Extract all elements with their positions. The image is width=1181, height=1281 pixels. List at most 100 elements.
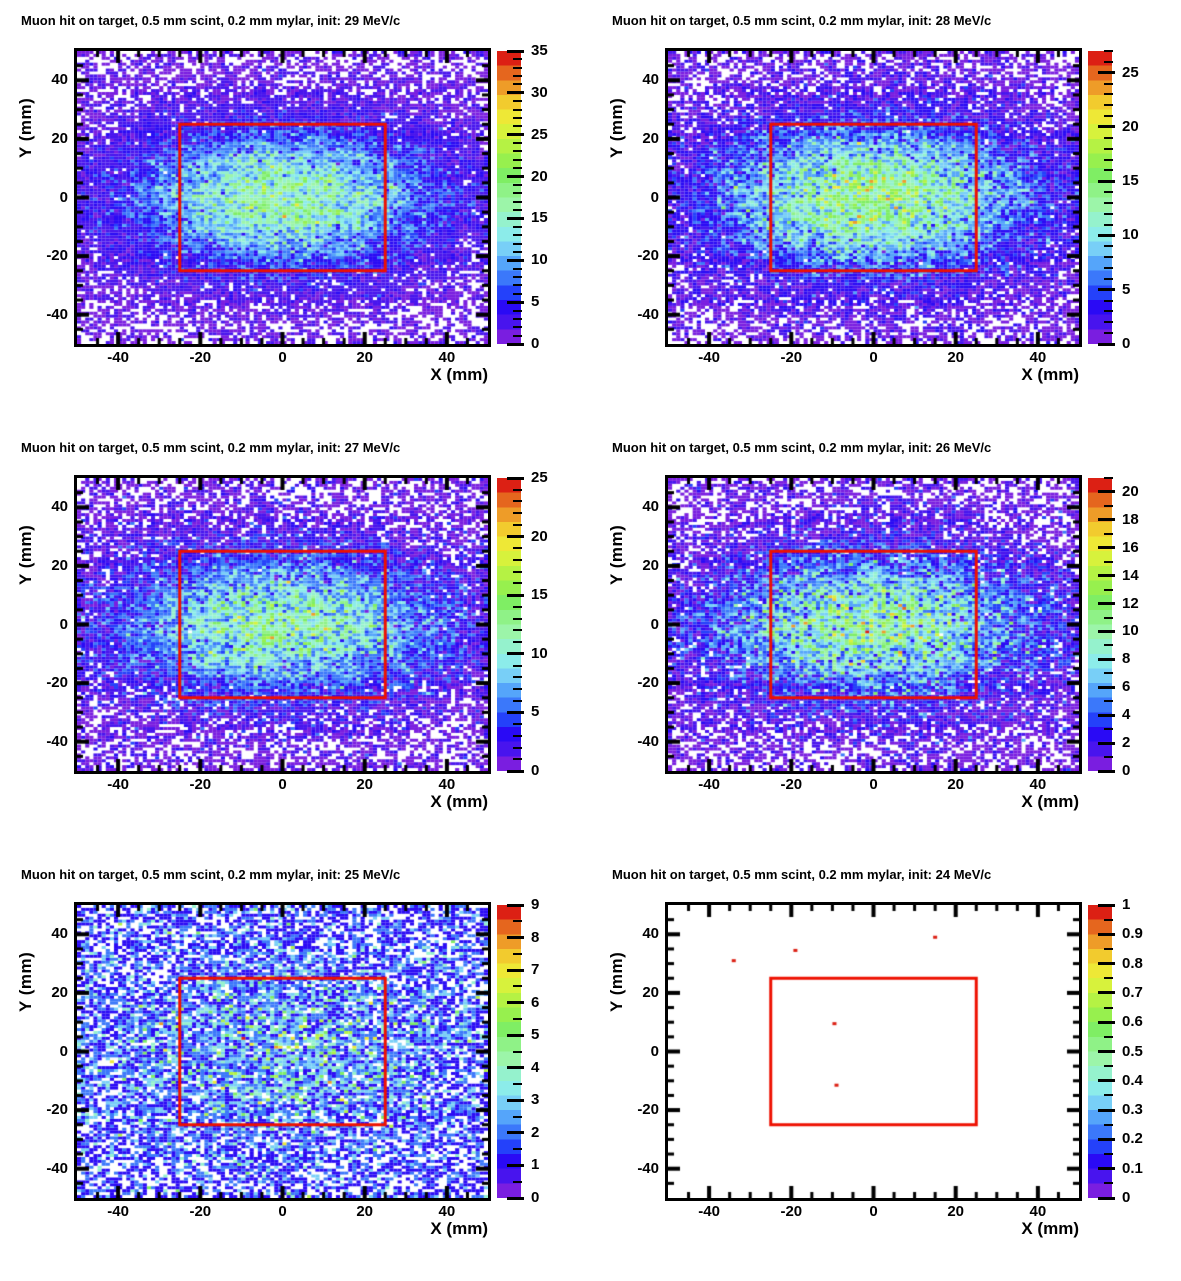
colorbar-minor-tick	[1104, 588, 1113, 591]
colorbar-major-tick	[507, 1066, 524, 1070]
colorbar-minor-tick	[513, 58, 522, 61]
plot-frame	[74, 902, 491, 1201]
x-tick-label: -20	[780, 776, 803, 793]
colorbar-major-tick	[1098, 1050, 1115, 1053]
y-tick-label: -40	[46, 732, 68, 750]
colorbar-minor-tick	[1104, 477, 1113, 479]
colorbar-major-tick	[507, 91, 524, 95]
colorbar-major-tick	[1098, 769, 1115, 773]
histogram-panel: Muon hit on target, 0.5 mm scint, 0.2 mm…	[591, 0, 1181, 427]
colorbar-tick-label: 15	[1122, 172, 1139, 190]
colorbar-tick-label: 8	[1122, 650, 1131, 668]
colorbar-major-tick	[1098, 657, 1115, 661]
x-tick-label: 40	[1029, 776, 1047, 793]
colorbar-minor-tick	[1104, 136, 1113, 139]
colorbar-minor-tick	[1104, 277, 1113, 280]
colorbar-tick-label: 20	[531, 527, 548, 545]
colorbar-tick-label: 16	[1122, 538, 1139, 556]
colorbar-major-tick	[1098, 518, 1115, 522]
colorbar-minor-tick	[1104, 212, 1113, 215]
panel-title: Muon hit on target, 0.5 mm scint, 0.2 mm…	[612, 440, 992, 455]
histogram-panel: Muon hit on target, 0.5 mm scint, 0.2 mm…	[0, 0, 590, 427]
x-tick-label: 20	[356, 776, 374, 793]
colorbar-minor-tick	[513, 267, 522, 270]
colorbar-tick-label: 0.4	[1122, 1071, 1143, 1089]
panel-title: Muon hit on target, 0.5 mm scint, 0.2 mm…	[612, 13, 992, 28]
colorbar-major-tick	[507, 1098, 524, 1102]
colorbar-major-tick	[1098, 125, 1115, 129]
y-tick-label: 0	[59, 1042, 68, 1060]
colorbar-major-tick	[1098, 962, 1115, 966]
y-tick-label: -40	[637, 732, 659, 750]
colorbar-tick-label: 25	[531, 469, 548, 486]
colorbar-tick-label: 0.5	[1122, 1042, 1143, 1060]
colorbar-tick-label: 10	[1122, 622, 1139, 640]
colorbar-major-tick	[1098, 629, 1115, 633]
colorbar-minor-tick	[1104, 1094, 1113, 1097]
colorbar-tick-label: 35	[531, 42, 548, 59]
colorbar-minor-tick	[513, 1083, 522, 1086]
y-tick-label: 40	[642, 498, 659, 516]
x-axis-title: X (mm)	[1021, 792, 1079, 811]
x-tick-label: -40	[107, 349, 129, 366]
colorbar-minor-tick	[513, 108, 522, 111]
heatmap-canvas	[668, 478, 1079, 771]
colorbar-minor-tick	[513, 192, 522, 195]
colorbar-minor-tick	[1104, 310, 1113, 313]
colorbar-tick-label: 10	[531, 644, 548, 662]
colorbar-major-tick	[507, 476, 524, 480]
colorbar-minor-tick	[513, 150, 522, 153]
colorbar-major-tick	[507, 1196, 524, 1200]
colorbar-minor-tick	[513, 75, 522, 78]
colorbar-minor-tick	[1104, 947, 1113, 950]
colorbar-major-tick	[1098, 991, 1115, 995]
colorbar-minor-tick	[1104, 93, 1113, 96]
colorbar-minor-tick	[1104, 756, 1113, 759]
colorbar-tick-label: 15	[531, 209, 548, 227]
colorbar-major-tick	[507, 1001, 524, 1005]
colorbar-tick-label: 6	[531, 993, 540, 1011]
colorbar-major-tick	[507, 1163, 524, 1167]
colorbar-minor-tick	[513, 317, 522, 320]
colorbar-tick-label: 12	[1122, 594, 1139, 612]
y-tick-label: 0	[650, 188, 659, 206]
colorbar-tick-label: 5	[531, 703, 540, 721]
x-tick-label: 40	[1029, 1203, 1047, 1220]
colorbar-minor-tick	[513, 276, 522, 279]
colorbar-minor-tick	[1104, 147, 1113, 150]
colorbar-tick-label: 4	[531, 1058, 540, 1076]
colorbar-minor-tick	[1104, 918, 1113, 921]
colorbar-minor-tick	[513, 985, 522, 988]
colorbar-minor-tick	[513, 723, 522, 726]
colorbar-tick-label: 4	[1122, 706, 1131, 724]
colorbar-minor-tick	[513, 617, 522, 620]
colorbar-minor-tick	[1104, 700, 1113, 703]
colorbar-tick-label: 30	[531, 83, 548, 101]
colorbar-tick-label: 5	[1122, 280, 1131, 298]
y-tick-label: -20	[46, 1101, 68, 1119]
colorbar-minor-tick	[1104, 104, 1113, 107]
colorbar-tick-label: 2	[1122, 734, 1131, 752]
colorbar-minor-tick	[513, 1017, 522, 1020]
colorbar-major-tick	[1098, 1108, 1115, 1112]
colorbar-minor-tick	[1104, 1182, 1113, 1185]
histogram-panel: Muon hit on target, 0.5 mm scint, 0.2 mm…	[0, 854, 590, 1281]
colorbar-major-tick	[1098, 179, 1115, 183]
x-tick-label: 0	[869, 349, 878, 366]
colorbar-minor-tick	[1104, 1006, 1113, 1009]
colorbar-minor-tick	[513, 746, 522, 749]
colorbar-major-tick	[1098, 1137, 1115, 1141]
x-tick-label: 40	[438, 349, 456, 366]
heatmap-canvas	[668, 905, 1079, 1198]
colorbar-tick-label: 0.2	[1122, 1130, 1143, 1148]
colorbar-minor-tick	[1104, 1035, 1113, 1038]
y-tick-label: 20	[642, 556, 659, 574]
colorbar-minor-tick	[513, 183, 522, 186]
colorbar-major-tick	[507, 258, 524, 262]
colorbar-minor-tick	[513, 125, 522, 128]
x-tick-label: 20	[356, 1203, 374, 1220]
heatmap-canvas	[77, 51, 488, 344]
x-tick-label: 0	[278, 1203, 287, 1220]
colorbar-minor-tick	[513, 582, 522, 585]
x-tick-label: -40	[698, 776, 720, 793]
